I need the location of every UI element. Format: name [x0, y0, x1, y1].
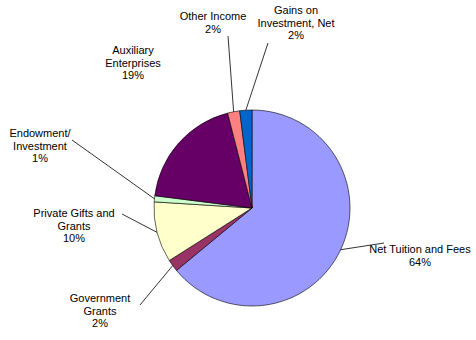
leader-line	[228, 36, 234, 112]
slice-label: Net Tuition and Fees	[369, 243, 471, 255]
slice-value-label: 1%	[32, 152, 48, 164]
slice-label: Private Gifts andGrants	[33, 207, 114, 232]
slices	[154, 110, 350, 306]
leader-line	[246, 43, 268, 110]
slice-label: Gains onInvestment, Net	[257, 4, 334, 29]
slice-label: Endowment/Investment	[9, 127, 71, 152]
slice-value-label: 10%	[63, 232, 85, 244]
slice-label: AuxiliaryEnterprises	[105, 44, 161, 69]
slice-value-label: 64%	[409, 256, 431, 268]
leader-line	[122, 214, 157, 232]
slice-value-label: 2%	[92, 317, 108, 329]
leader-line	[140, 266, 173, 305]
pie-slice	[240, 110, 252, 208]
slice-value-label: 19%	[122, 69, 144, 81]
pie-chart: Net Tuition and Fees64%GovernmentGrants2…	[0, 0, 476, 340]
slice-value-label: 2%	[205, 23, 221, 35]
slice-label: GovernmentGrants	[70, 292, 131, 317]
labels: Net Tuition and Fees64%GovernmentGrants2…	[9, 4, 471, 329]
leader-line	[72, 140, 154, 199]
chart-container: Net Tuition and Fees64%GovernmentGrants2…	[0, 0, 476, 340]
pie-slice	[154, 202, 252, 261]
pie-slice	[228, 111, 252, 208]
slice-label: Other Income	[180, 10, 247, 22]
slice-value-label: 2%	[288, 29, 304, 41]
